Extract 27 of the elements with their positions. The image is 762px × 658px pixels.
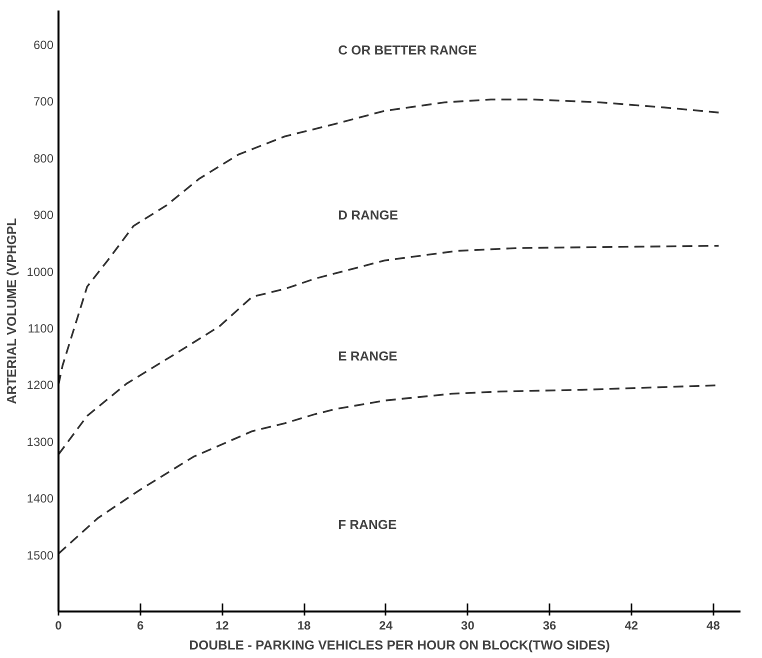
x-tick-label: 6 bbox=[137, 618, 144, 632]
x-tick-label: 0 bbox=[55, 618, 62, 632]
x-tick-label: 30 bbox=[461, 618, 475, 632]
y-tick-label: 600 bbox=[33, 38, 54, 52]
y-tick-label: 1200 bbox=[26, 378, 54, 392]
y-tick-label: 1500 bbox=[26, 548, 54, 562]
line-series bbox=[58, 244, 720, 456]
y-tick-label: 1000 bbox=[26, 264, 54, 279]
x-tick-label: 48 bbox=[706, 618, 720, 632]
x-tick-label: 24 bbox=[379, 618, 393, 632]
annotation: E RANGE bbox=[338, 348, 398, 364]
annotation: F RANGE bbox=[338, 516, 397, 532]
x-axis-title: DOUBLE - PARKING VEHICLES PER HOUR ON BLOCK(TWO SIDES) bbox=[189, 638, 610, 652]
x-tick-label: 42 bbox=[624, 618, 638, 632]
y-tick-label: 900 bbox=[33, 208, 54, 222]
annotation: C OR BETTER RANGE bbox=[338, 42, 478, 58]
x-tick-label: 36 bbox=[542, 618, 557, 632]
line-series bbox=[58, 98, 720, 386]
y-axis-title: ARTERIAL VOLUME (VPHGPL bbox=[4, 218, 19, 404]
y-tick-label: 800 bbox=[33, 151, 54, 166]
annotation: D RANGE bbox=[338, 207, 398, 222]
y-tick-label: 700 bbox=[33, 94, 54, 109]
y-tick-label: 1300 bbox=[26, 434, 54, 449]
x-tick-label: 18 bbox=[297, 618, 312, 632]
y-tick-label: 1100 bbox=[28, 322, 54, 336]
x-tick-label: 12 bbox=[216, 618, 230, 632]
y-tick-label: 1400 bbox=[26, 492, 54, 506]
